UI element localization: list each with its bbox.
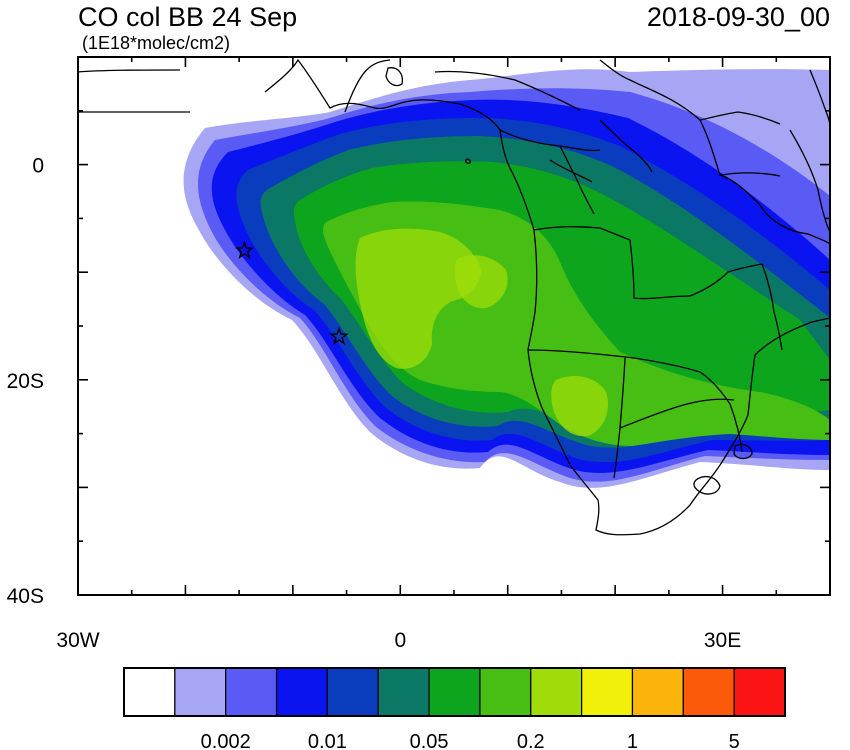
axis-labels: 0 20S 40S 30W 0 30E xyxy=(7,155,742,652)
colorbar-swatch xyxy=(326,667,379,717)
co-plume xyxy=(183,69,830,488)
x-tick-label: 0 xyxy=(394,629,406,652)
colorbar-swatch xyxy=(428,667,481,717)
star-marker-2 xyxy=(329,326,349,345)
colorbar-swatch xyxy=(275,667,328,717)
map-title: CO col BB 24 Sep xyxy=(78,2,298,32)
colorbar-swatch xyxy=(225,667,278,717)
colorbar-swatch xyxy=(733,667,786,717)
colorbar-swatch xyxy=(631,667,684,717)
x-tick-label: 30E xyxy=(704,629,741,652)
colorbar: 0.002 0.01 0.05 0.2 1 5 xyxy=(123,667,786,750)
colorbar-label: 0.002 xyxy=(201,731,251,750)
markers xyxy=(234,240,349,345)
colorbar-swatch xyxy=(174,667,227,717)
map-date: 2018-09-30_00 xyxy=(646,2,830,32)
colorbar-swatch xyxy=(530,667,583,717)
colorbar-label: 1 xyxy=(627,731,638,750)
colorbar-label: 0.05 xyxy=(410,731,449,750)
colorbar-swatch xyxy=(581,667,634,717)
colorbar-label: 0.01 xyxy=(308,731,347,750)
units-label: (1E18*molec/cm2) xyxy=(82,33,231,53)
colorbar-swatch xyxy=(123,667,176,717)
y-tick-label: 40S xyxy=(7,585,44,608)
colorbar-label: 5 xyxy=(729,731,740,750)
axis-ticks xyxy=(77,56,831,596)
colorbar-swatch xyxy=(479,667,532,717)
star-marker-1 xyxy=(234,240,255,259)
y-tick-label: 20S xyxy=(7,370,44,393)
colorbar-swatch xyxy=(682,667,735,717)
y-tick-label: 0 xyxy=(32,155,44,178)
colorbar-swatch xyxy=(377,667,430,717)
x-tick-label: 30W xyxy=(56,629,99,652)
colorbar-label: 0.2 xyxy=(517,731,545,750)
coastlines-borders xyxy=(78,58,830,536)
